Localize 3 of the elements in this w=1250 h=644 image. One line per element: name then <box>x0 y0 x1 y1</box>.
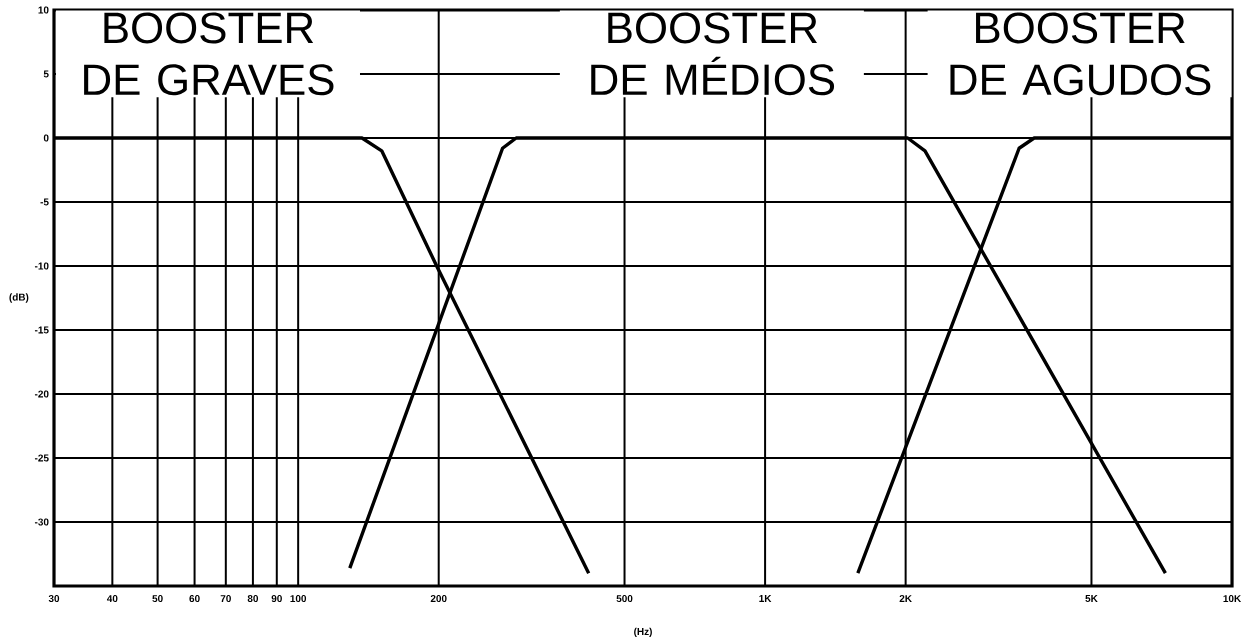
series-label: BOOSTER DE AGUDOS <box>950 12 1211 96</box>
series-label: BOOSTER DE GRAVES <box>84 12 334 96</box>
series-label: BOOSTER DE MÉDIOS <box>591 12 835 96</box>
